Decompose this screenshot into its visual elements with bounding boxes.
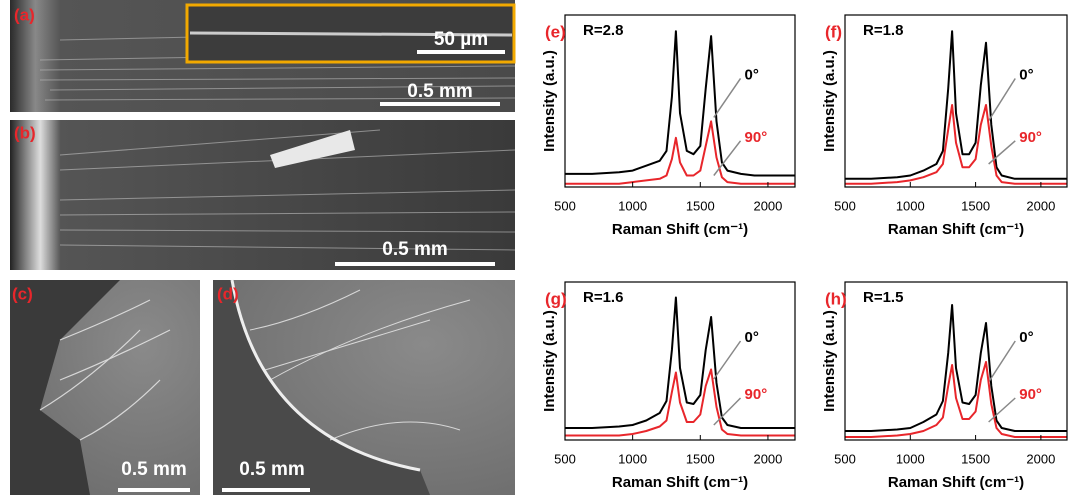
scale-label: 50 µm xyxy=(434,29,488,50)
sem-panel-c: (c) 0.5 mm xyxy=(10,280,200,495)
figure: (a) 50 µm 0.5 mm (b) 0.5 mm (c) 0.5 mm xyxy=(0,0,1071,498)
arrow xyxy=(989,341,1016,382)
x-tick-label: 1000 xyxy=(618,451,647,466)
annotation: R=1.5 xyxy=(863,289,903,306)
series-label: 90° xyxy=(745,386,768,403)
panel-label: (c) xyxy=(12,284,33,303)
x-axis-title: Raman Shift (cm⁻¹) xyxy=(888,221,1024,238)
scale-label: 0.5 mm xyxy=(239,459,304,480)
spectrum-line xyxy=(845,31,1067,179)
sem-panel-a: (a) 50 µm 0.5 mm xyxy=(10,0,515,112)
scale-label: 0.5 mm xyxy=(121,459,186,480)
series-label: 0° xyxy=(745,66,759,83)
x-tick-label: 1000 xyxy=(896,451,925,466)
x-tick-label: 1500 xyxy=(961,198,990,213)
scale-label: 0.5 mm xyxy=(382,239,447,260)
x-axis-title: Raman Shift (cm⁻¹) xyxy=(612,221,748,238)
x-tick-label: 500 xyxy=(834,198,856,213)
panel-label: (h) xyxy=(825,289,847,308)
x-tick-label: 2000 xyxy=(1026,198,1055,213)
x-tick-label: 2000 xyxy=(753,451,782,466)
x-tick-label: 1000 xyxy=(896,198,925,213)
x-tick-label: 500 xyxy=(834,451,856,466)
arrow xyxy=(714,341,741,379)
series-label: 90° xyxy=(745,129,768,146)
x-tick-label: 1500 xyxy=(686,451,715,466)
chart: 0° 90° 500 1000 1500 2000 Raman Shift (cm⁻¹) In… xyxy=(541,15,795,238)
sem-panel-b: (b) 0.5 mm xyxy=(10,120,515,270)
y-axis-title: Intensity (a.u.) xyxy=(821,310,838,412)
series-label: 90° xyxy=(1019,129,1042,146)
series-label: 90° xyxy=(1019,386,1042,403)
annotation: R=2.8 xyxy=(583,22,623,39)
sem-panel-d: (d) 0.5 mm xyxy=(213,280,515,495)
panel-label: (f) xyxy=(825,22,842,41)
panel-label: (e) xyxy=(545,22,566,41)
x-tick-label: 1000 xyxy=(618,198,647,213)
panel-label: (a) xyxy=(14,5,35,24)
annotation: R=1.6 xyxy=(583,289,623,306)
spectrum-line xyxy=(845,305,1067,431)
x-axis-title: Raman Shift (cm⁻¹) xyxy=(888,474,1024,491)
x-tick-label: 1500 xyxy=(686,198,715,213)
arrow xyxy=(989,78,1016,120)
chart: 0° 90° 500 1000 1500 2000 Raman Shift (cm⁻¹) In… xyxy=(541,282,795,491)
spectrum-line xyxy=(565,31,795,175)
series-label: 0° xyxy=(745,329,759,346)
panel-label: (b) xyxy=(14,123,36,142)
spectrum-line xyxy=(565,298,795,429)
x-tick-label: 500 xyxy=(554,451,576,466)
x-tick-label: 1500 xyxy=(961,451,990,466)
x-tick-label: 500 xyxy=(554,198,576,213)
series-label: 0° xyxy=(1019,66,1033,83)
panel-label: (d) xyxy=(217,284,239,303)
y-axis-title: Intensity (a.u.) xyxy=(541,310,558,412)
arrow xyxy=(714,78,741,117)
y-axis-title: Intensity (a.u.) xyxy=(541,50,558,152)
x-tick-label: 2000 xyxy=(753,198,782,213)
annotation: R=1.8 xyxy=(863,22,903,39)
x-axis-title: Raman Shift (cm⁻¹) xyxy=(612,474,748,491)
scale-label: 0.5 mm xyxy=(407,81,472,102)
x-tick-label: 2000 xyxy=(1026,451,1055,466)
y-axis-title: Intensity (a.u.) xyxy=(821,50,838,152)
panel-label: (g) xyxy=(545,289,567,308)
series-label: 0° xyxy=(1019,329,1033,346)
